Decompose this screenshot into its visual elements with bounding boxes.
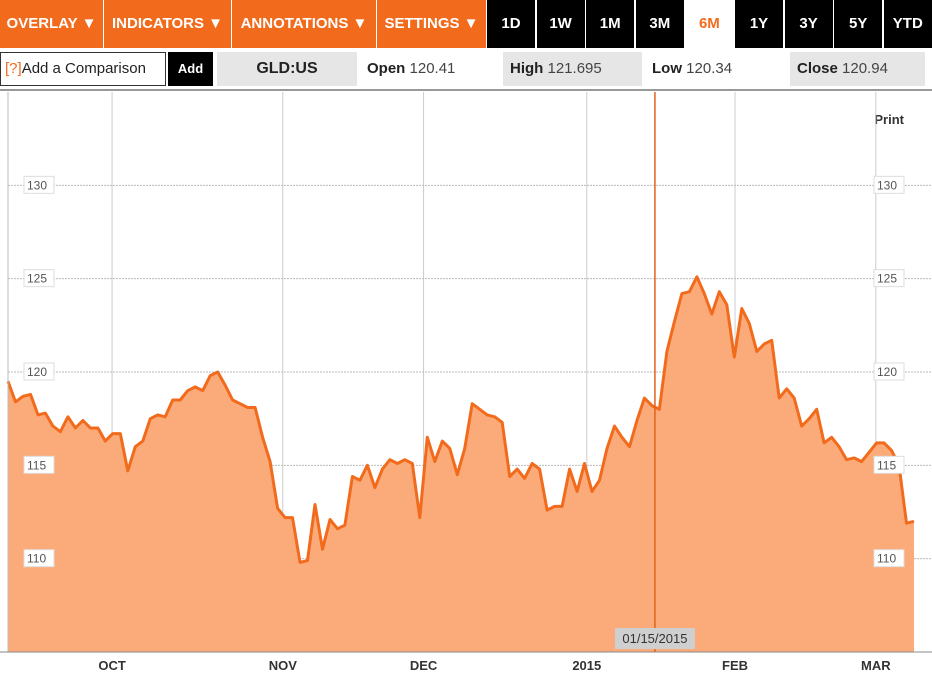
range-button[interactable]: 3Y [784, 0, 833, 48]
y-tick-label: 115 [27, 458, 46, 472]
y-tick-label: 125 [27, 272, 47, 286]
y-tick-box [23, 362, 55, 381]
y-tick-label: 120 [877, 365, 897, 379]
quote: Open 120.41 [367, 52, 497, 86]
y-tick-box [873, 455, 905, 474]
y-tick-label: 125 [877, 272, 897, 286]
menu-button[interactable]: OVERLAY ▼ [0, 0, 103, 48]
quote-value: 120.41 [409, 60, 456, 77]
line [6, 275, 915, 564]
y-tick-label: 120 [27, 365, 47, 379]
y-tick-box [873, 175, 905, 194]
range-button[interactable]: 5Y [834, 0, 883, 48]
range-button[interactable]: 3M [635, 0, 684, 48]
quote-label: Open [367, 60, 406, 77]
y-tick-label: 130 [877, 178, 897, 192]
ticker: GLD:US [217, 52, 357, 86]
range-button[interactable]: 1D [487, 0, 535, 48]
x-tick-label: NOV [269, 658, 298, 673]
x-tick-label: MAR [861, 658, 891, 673]
quote-label: Low [652, 60, 682, 77]
y-tick-label: 110 [27, 552, 46, 566]
y-tick-label: 130 [27, 178, 47, 192]
print-link[interactable]: Print [874, 112, 904, 127]
y-tick-label: 110 [877, 552, 896, 566]
quote-label: Close [797, 60, 838, 77]
quote: High 121.695 [503, 52, 642, 86]
menu-button[interactable]: INDICATORS ▼ [104, 0, 231, 48]
quote-value: 120.34 [686, 60, 733, 77]
quote-label: High [510, 60, 544, 77]
help-icon[interactable]: [?] [5, 60, 22, 77]
cursor-label-box [614, 628, 695, 649]
y-tick-label: 115 [877, 458, 896, 472]
quote: Close 120.94 [790, 52, 925, 86]
quote: Low 120.34 [652, 52, 782, 86]
x-tick-label: 2015 [572, 658, 601, 673]
x-tick-label: DEC [410, 658, 438, 673]
divider [0, 89, 932, 91]
y-tick-box [873, 269, 905, 288]
comparison-placeholder: Add a Comparison [21, 60, 146, 77]
cursor-label: 01/15/2015 [622, 631, 687, 646]
x-tick-label: FEB [722, 658, 748, 673]
y-tick-box [873, 362, 905, 381]
comparison-input[interactable]: [?]Add a Comparison [0, 52, 166, 86]
menu-button[interactable]: SETTINGS ▼ [377, 0, 486, 48]
y-tick-box [23, 175, 55, 194]
range-button[interactable]: 6M [685, 0, 734, 48]
range-button[interactable]: 1Y [735, 0, 783, 48]
range-button[interactable]: 1W [536, 0, 585, 48]
add-button[interactable]: Add [168, 52, 213, 86]
x-tick-label: OCT [98, 658, 126, 673]
y-tick-box [23, 455, 55, 474]
y-tick-box [23, 269, 55, 288]
menu-button[interactable]: ANNOTATIONS ▼ [232, 0, 376, 48]
quote-value: 120.94 [842, 60, 888, 77]
quote-value: 121.695 [547, 60, 602, 77]
y-tick-box [23, 549, 55, 568]
range-button[interactable]: 1M [586, 0, 635, 48]
y-tick-box [873, 549, 905, 568]
range-button[interactable]: YTD [883, 0, 932, 48]
